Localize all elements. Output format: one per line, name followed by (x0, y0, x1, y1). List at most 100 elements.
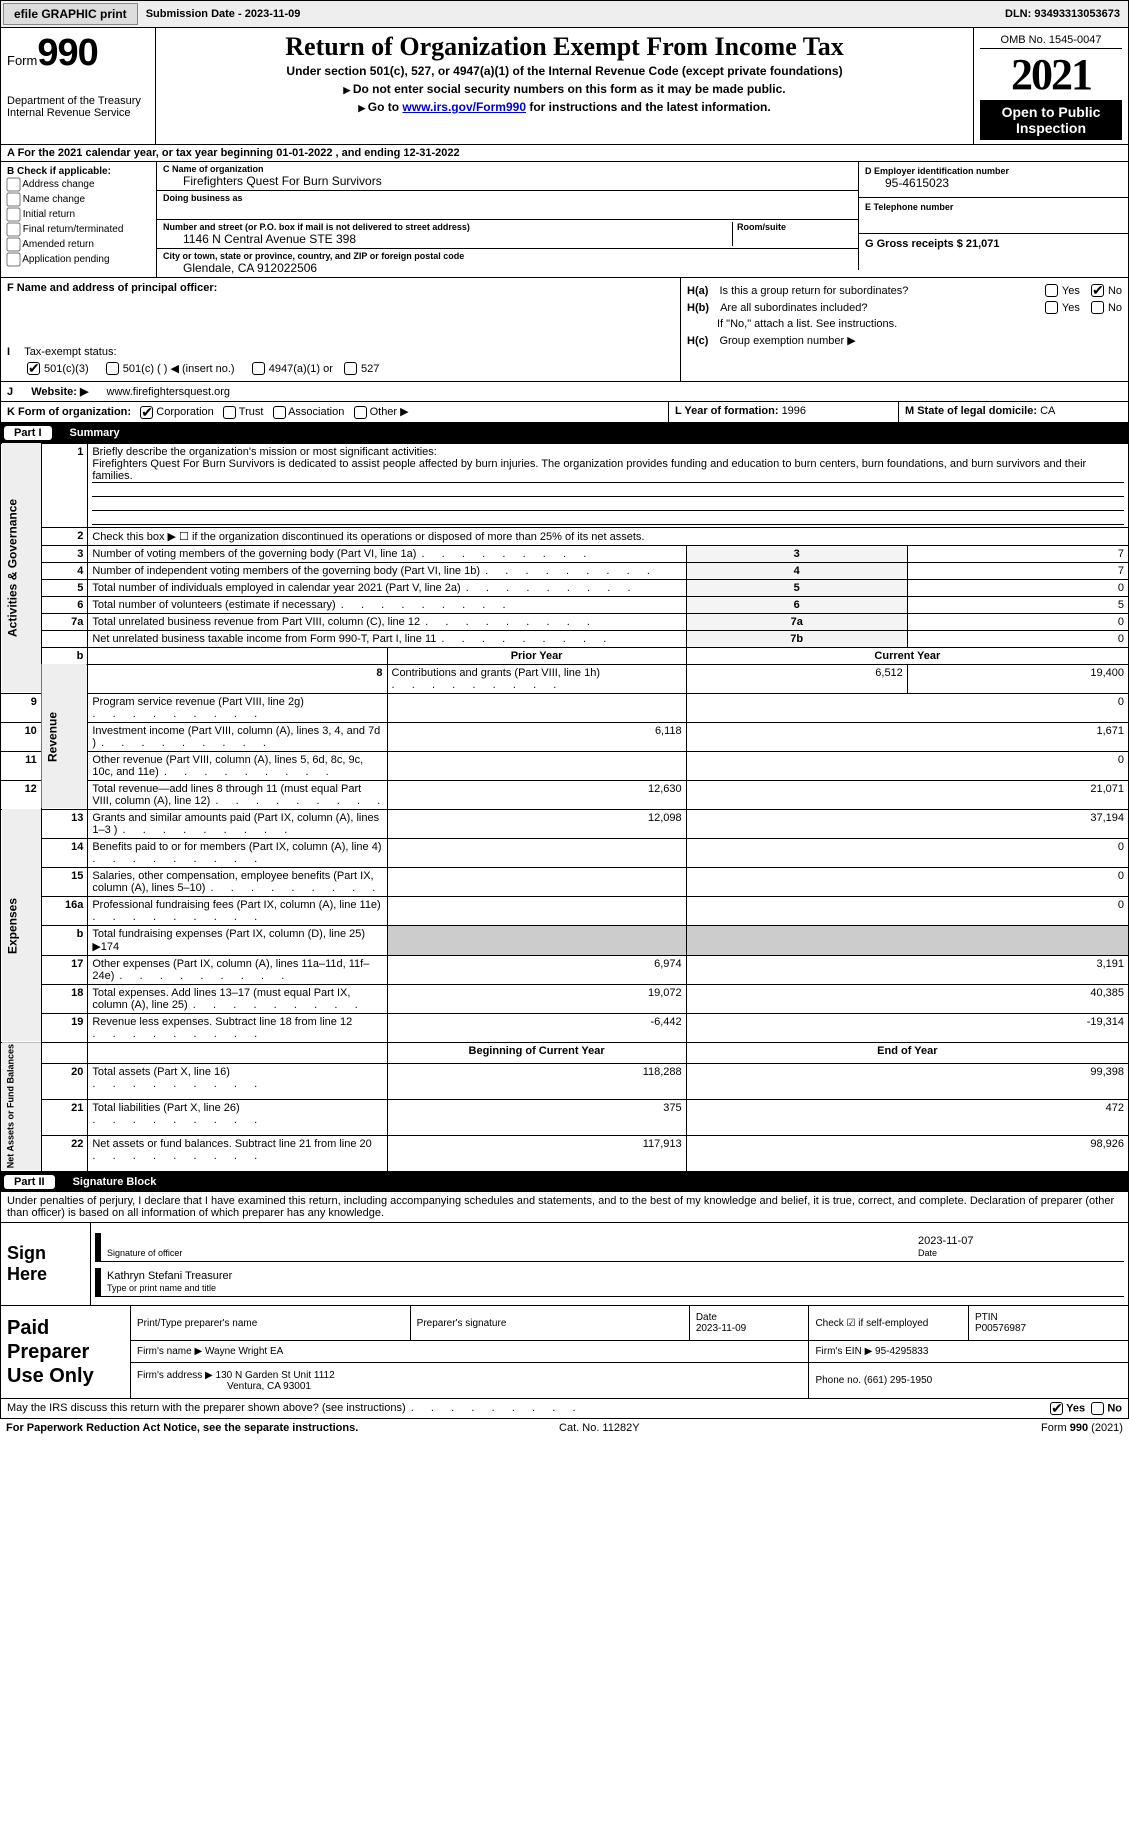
chk-final-return[interactable]: Final return/terminated (7, 222, 150, 237)
chk-501c3[interactable] (27, 362, 40, 375)
footer: For Paperwork Reduction Act Notice, see … (0, 1419, 1129, 1437)
line-klm: K Form of organization: Corporation Trus… (0, 402, 1129, 423)
ein: 95-4615023 (865, 176, 1122, 190)
street-address: 1146 N Central Avenue STE 398 (163, 232, 732, 246)
irs-link[interactable]: www.irs.gov/Form990 (402, 100, 526, 114)
discuss-yes[interactable] (1050, 1402, 1063, 1415)
d-label: D Employer identification number (865, 166, 1122, 176)
tab-netassets: Net Assets or Fund Balances (1, 1042, 42, 1171)
year-formation: L Year of formation: 1996 (668, 402, 898, 422)
chk-amended[interactable]: Amended return (7, 237, 150, 252)
chk-app-pending[interactable]: Application pending (7, 252, 150, 267)
section-fh: F Name and address of principal officer:… (0, 277, 1129, 382)
tab-revenue: Revenue (41, 664, 88, 809)
line18: Total expenses. Add lines 13–17 (must eq… (88, 984, 387, 1013)
line22: Net assets or fund balances. Subtract li… (88, 1135, 387, 1171)
dept-treasury: Department of the Treasury (7, 95, 149, 107)
line20: Total assets (Part X, line 16) (88, 1063, 387, 1099)
form-title: Return of Organization Exempt From Incom… (162, 32, 967, 62)
summary-table: Activities & Governance 1 Briefly descri… (0, 443, 1129, 1172)
chk-address-change[interactable]: Address change (7, 177, 150, 192)
line11: Other revenue (Part VIII, column (A), li… (88, 751, 387, 780)
f-label: F Name and address of principal officer: (7, 282, 217, 294)
ha-yes[interactable] (1045, 284, 1058, 297)
col-current-year: Current Year (686, 647, 1128, 664)
hb-no[interactable] (1091, 301, 1104, 314)
chk-name-change[interactable]: Name change (7, 192, 150, 207)
line13: Grants and similar amounts paid (Part IX… (88, 809, 387, 838)
declaration: Under penalties of perjury, I declare th… (0, 1192, 1129, 1223)
hb-label: Are all subordinates included? (720, 302, 1041, 314)
ha-label: Is this a group return for subordinates? (719, 285, 1040, 297)
chk-self-employed[interactable]: Check ☑ if self-employed (815, 1318, 928, 1329)
line14: Benefits paid to or for members (Part IX… (88, 838, 387, 867)
hb-yes[interactable] (1045, 301, 1058, 314)
paid-preparer-block: Paid Preparer Use Only Print/Type prepar… (0, 1306, 1129, 1399)
hb-note: If "No," attach a list. See instructions… (687, 316, 1122, 332)
line1-q: Briefly describe the organization's miss… (92, 446, 436, 458)
firm-name: Wayne Wright EA (205, 1346, 283, 1357)
chk-527[interactable] (344, 362, 357, 375)
discuss-no[interactable] (1091, 1402, 1104, 1415)
line9: Program service revenue (Part VIII, line… (88, 693, 387, 722)
paid-preparer-label: Paid Preparer Use Only (1, 1306, 131, 1398)
c-label: C Name of organization (163, 164, 852, 174)
website: www.firefightersquest.org (107, 386, 231, 398)
form-subtitle-3: Go to www.irs.gov/Form990 for instructio… (162, 98, 967, 116)
chk-4947[interactable] (252, 362, 265, 375)
line21: Total liabilities (Part X, line 26) (88, 1099, 387, 1135)
firm-phone: (661) 295-1950 (864, 1375, 932, 1386)
line19: Revenue less expenses. Subtract line 18 … (88, 1013, 387, 1042)
efile-print-button[interactable]: efile GRAPHIC print (3, 3, 138, 25)
section-bcdeg: B Check if applicable: Address change Na… (0, 162, 1129, 277)
officer-name: Kathryn Stefani Treasurer (107, 1270, 232, 1282)
city-state-zip: Glendale, CA 912022506 (163, 261, 852, 275)
k-assoc[interactable] (273, 406, 286, 419)
line16b: Total fundraising expenses (Part IX, col… (88, 925, 387, 955)
omb-number: OMB No. 1545-0047 (980, 32, 1122, 49)
org-name: Firefighters Quest For Burn Survivors (163, 174, 852, 188)
k-corp[interactable] (140, 406, 153, 419)
top-bar: efile GRAPHIC print Submission Date - 20… (0, 0, 1129, 28)
line10: Investment income (Part VIII, column (A)… (88, 722, 387, 751)
line12: Total revenue—add lines 8 through 11 (mu… (88, 780, 387, 809)
line17: Other expenses (Part IX, column (A), lin… (88, 955, 387, 984)
g-label: G Gross receipts $ 21,071 (865, 238, 1000, 250)
dln: DLN: 93493313053673 (1005, 8, 1128, 20)
line3: Number of voting members of the governin… (88, 545, 686, 562)
sig-officer-label: Signature of officer (107, 1248, 182, 1258)
state-domicile: M State of legal domicile: CA (898, 402, 1128, 422)
line8: Contributions and grants (Part VIII, lin… (387, 664, 686, 693)
line4: Number of independent voting members of … (88, 562, 686, 579)
line6: Total number of volunteers (estimate if … (88, 596, 686, 613)
sig-date: 2023-11-07 (918, 1235, 973, 1247)
sign-here-label: Sign Here (1, 1223, 91, 1305)
firm-addr1: 130 N Garden St Unit 1112 (216, 1370, 335, 1381)
discuss-line: May the IRS discuss this return with the… (0, 1399, 1129, 1419)
line15: Salaries, other compensation, employee b… (88, 867, 387, 896)
col-prior-year: Prior Year (387, 647, 686, 664)
part1-header: Part ISummary (0, 423, 1129, 443)
ha-no[interactable] (1091, 284, 1104, 297)
chk-initial-return[interactable]: Initial return (7, 207, 150, 222)
tab-activities: Activities & Governance (1, 443, 42, 693)
line2: Check this box ▶ ☐ if the organization d… (88, 527, 1129, 545)
e-label: E Telephone number (865, 202, 1122, 212)
col-bcy: Beginning of Current Year (387, 1042, 686, 1063)
b-header: B Check if applicable: (7, 166, 111, 177)
submission-date: Submission Date - 2023-11-09 (140, 8, 307, 20)
prep-date: 2023-11-09 (696, 1323, 746, 1334)
firm-ein: 95-4295833 (875, 1346, 928, 1357)
form-ref: Form 990 (2021) (1041, 1422, 1123, 1434)
line16a: Professional fundraising fees (Part IX, … (88, 896, 387, 925)
k-other[interactable] (354, 406, 367, 419)
chk-501c[interactable] (106, 362, 119, 375)
form-number: Form990 (7, 32, 149, 75)
tab-expenses: Expenses (1, 809, 42, 1042)
part2-header: Part IISignature Block (0, 1172, 1129, 1192)
k-trust[interactable] (223, 406, 236, 419)
form-subtitle-2: Do not enter social security numbers on … (162, 80, 967, 98)
tax-year: 2021 (980, 49, 1122, 100)
line5: Total number of individuals employed in … (88, 579, 686, 596)
col-eoy: End of Year (686, 1042, 1128, 1063)
